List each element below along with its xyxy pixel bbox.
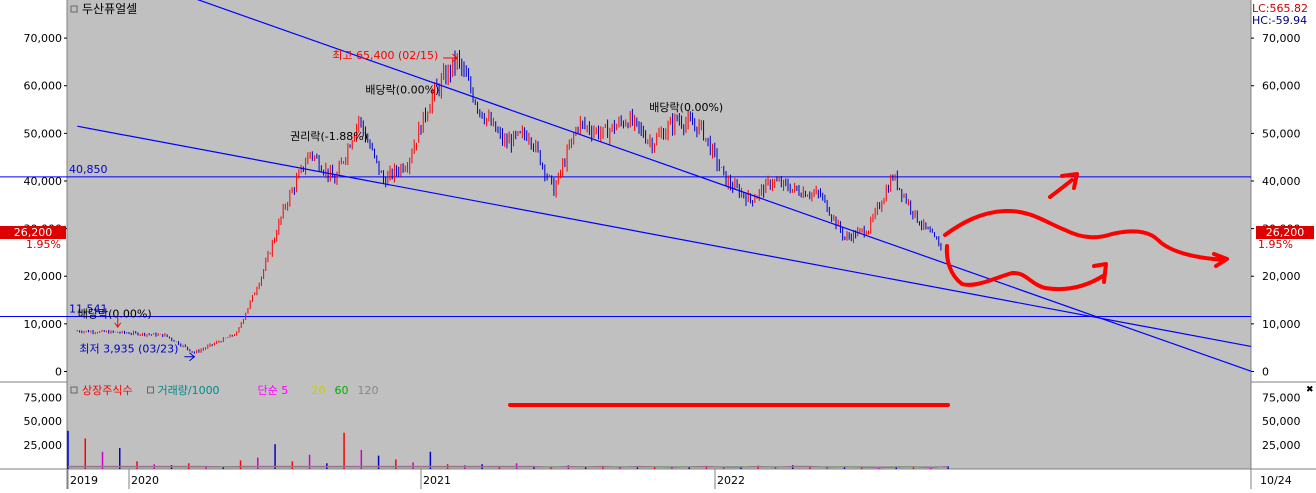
volume-ytick-right: 25,000 — [1262, 439, 1301, 452]
chart-annotation: 권리락(-1.88%) — [290, 130, 368, 143]
xaxis-tick-label: 2022 — [717, 474, 745, 487]
xaxis-tick-label: 2019 — [70, 474, 98, 487]
volume-ytick-left: 25,000 — [24, 439, 63, 452]
xaxis-tick-label: 2020 — [131, 474, 159, 487]
volume-legend-item: 상장주식수 — [82, 384, 133, 397]
chart-annotation: 배당락(0.00%) — [78, 308, 152, 321]
price-ytick-left: 70,000 — [24, 32, 63, 45]
price-ytick-left: 20,000 — [24, 270, 63, 283]
price-ytick-left: 0 — [55, 365, 62, 378]
close-panel-icon[interactable]: ✖ — [1306, 385, 1314, 395]
chart-annotation: 최저 3,935 (03/23) — [79, 343, 178, 356]
xaxis-end-label: 10/24 — [1260, 474, 1292, 487]
volume-legend-item: 단순 5 — [258, 384, 289, 397]
chart-annotation: 배당락(0.00%) — [649, 101, 723, 114]
price-ytick-right: 10,000 — [1262, 318, 1301, 331]
price-ytick-left: 60,000 — [24, 80, 63, 93]
chart-title: 두산퓨얼셀 — [82, 2, 137, 16]
price-ytick-left: 10,000 — [24, 318, 63, 331]
xaxis-tick-label: 2021 — [423, 474, 451, 487]
chart-annotation: 배당락(0.00%) — [365, 83, 439, 96]
hc-label: HC:-59.94 — [1252, 14, 1307, 27]
volume-legend-item: 20 — [312, 384, 326, 397]
price-ytick-right: 40,000 — [1262, 175, 1301, 188]
price-ytick-right: 0 — [1262, 365, 1269, 378]
price-panel-bg — [67, 0, 1251, 381]
current-change-left: 1.95% — [26, 238, 61, 251]
volume-panel-bg — [67, 383, 1251, 469]
volume-ytick-right: 75,000 — [1262, 391, 1301, 404]
volume-legend-item: 120 — [358, 384, 379, 397]
price-ytick-right: 20,000 — [1262, 270, 1301, 283]
price-ytick-right: 50,000 — [1262, 127, 1301, 140]
volume-ytick-left: 75,000 — [24, 391, 63, 404]
horizontal-line-label: 40,850 — [69, 163, 108, 176]
price-ytick-left: 50,000 — [24, 127, 63, 140]
price-ytick-right: 70,000 — [1262, 32, 1301, 45]
price-ytick-right: 60,000 — [1262, 80, 1301, 93]
volume-legend-item: 60 — [335, 384, 349, 397]
volume-legend-item: 거래량/1000 — [158, 384, 220, 397]
volume-ytick-right: 50,000 — [1262, 415, 1301, 428]
current-change-right: 1.95% — [1258, 238, 1293, 251]
chart-annotation: 최고 65,400 (02/15) — [332, 49, 438, 62]
volume-ytick-left: 50,000 — [24, 415, 63, 428]
